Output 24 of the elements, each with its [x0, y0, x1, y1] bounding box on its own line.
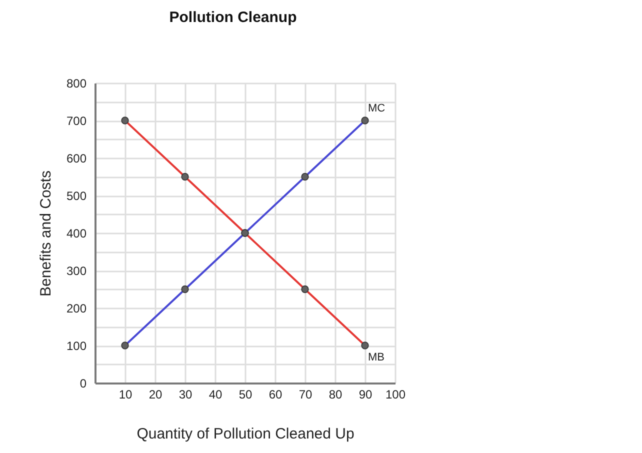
series-label: MB [368, 352, 384, 364]
x-axis-title: Quantity of Pollution Cleaned Up [136, 426, 354, 442]
chart-title: Pollution Cleanup [169, 9, 297, 26]
y-tick-label: 100 [66, 339, 87, 353]
x-tick-label: 40 [208, 388, 222, 402]
x-tick-label: 100 [385, 388, 406, 402]
y-tick-label: 300 [66, 264, 87, 278]
series-label: MC [368, 102, 386, 114]
x-tick-label: 90 [358, 388, 372, 402]
x-tick-label: 80 [328, 388, 342, 402]
y-tick-label: 0 [80, 376, 87, 390]
x-tick-label: 50 [238, 388, 252, 402]
y-axis-title: Benefits and Costs [38, 170, 54, 296]
x-tick-label: 60 [268, 388, 282, 402]
y-tick-label: 200 [66, 302, 87, 316]
x-tick-label: 30 [178, 388, 192, 402]
y-tick-label: 600 [66, 152, 87, 166]
x-tick-label: 70 [298, 388, 312, 402]
x-tick-label: 20 [148, 388, 162, 402]
y-tick-label: 700 [66, 114, 87, 128]
x-tick-label: 10 [118, 388, 132, 402]
y-tick-label: 800 [66, 76, 87, 90]
y-tick-label: 500 [66, 189, 87, 203]
y-tick-label: 400 [66, 226, 87, 240]
